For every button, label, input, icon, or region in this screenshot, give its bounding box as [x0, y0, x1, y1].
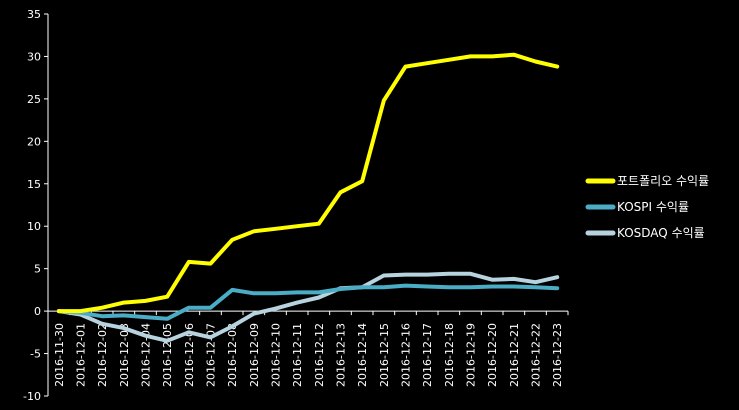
x-tick-label: 2016-12-12 [313, 323, 326, 387]
x-tick-label: 2016-12-05 [161, 323, 174, 387]
x-tick-label: 2016-12-21 [508, 323, 521, 387]
series-lines [56, 52, 560, 343]
x-tick-label: 2016-12-22 [530, 323, 543, 387]
legend-label: KOSDAQ 수익률 [617, 226, 705, 240]
series-line [56, 283, 560, 321]
y-tick-label: 0 [34, 305, 41, 318]
x-tick-label: 2016-12-17 [421, 323, 434, 387]
x-tick-label: 2016-12-13 [335, 323, 348, 387]
y-tick-label: -10 [23, 390, 41, 403]
x-tick-label: 2016-12-09 [248, 323, 261, 387]
y-tick-label: 10 [27, 220, 41, 233]
y-tick-label: 25 [27, 93, 41, 106]
x-tick-label: 2016-12-03 [118, 323, 131, 387]
x-tick-label: 2016-12-06 [183, 323, 196, 387]
x-tick-label: 2016-12-02 [96, 323, 109, 387]
x-tick-label: 2016-12-19 [465, 323, 478, 387]
x-tick-label: 2016-12-04 [140, 323, 153, 387]
y-tick-label: 35 [27, 8, 41, 21]
x-tick-label: 2016-12-16 [400, 323, 413, 387]
x-tick-label: 2016-12-23 [551, 323, 564, 387]
x-tick-label: 2016-12-18 [443, 323, 456, 387]
x-axis-ticks: 2016-11-30 2016-12-01 2016-12-02 2016-12-03… [47, 311, 569, 387]
x-tick-label: 2016-12-10 [270, 323, 283, 387]
x-tick-label: 2016-12-08 [226, 323, 239, 387]
y-tick-label: -5 [30, 348, 41, 361]
y-tick-label: 15 [27, 178, 41, 191]
series-line [56, 271, 560, 343]
y-tick-label: 5 [34, 263, 41, 276]
x-tick-label: 2016-11-30 [53, 323, 66, 387]
axes [47, 14, 568, 396]
x-tick-label: 2016-12-20 [486, 323, 499, 387]
legend: 포트폴리오 수익률 KOSPI 수익률 KOSDAQ 수익률 [585, 174, 709, 240]
y-tick-label: 30 [27, 50, 41, 63]
x-tick-label: 2016-12-15 [378, 323, 391, 387]
legend-label: 포트폴리오 수익률 [617, 174, 709, 188]
series-line [56, 52, 560, 314]
legend-label: KOSPI 수익률 [617, 200, 689, 214]
y-tick-label: 20 [27, 135, 41, 148]
x-tick-label: 2016-12-07 [205, 323, 218, 387]
x-tick-label: 2016-12-14 [356, 323, 369, 387]
x-tick-label: 2016-12-01 [75, 323, 88, 387]
y-axis-ticks: -10 -5 0 5 10 15 20 25 30 35 [23, 8, 48, 403]
x-tick-label: 2016-12-11 [291, 323, 304, 387]
